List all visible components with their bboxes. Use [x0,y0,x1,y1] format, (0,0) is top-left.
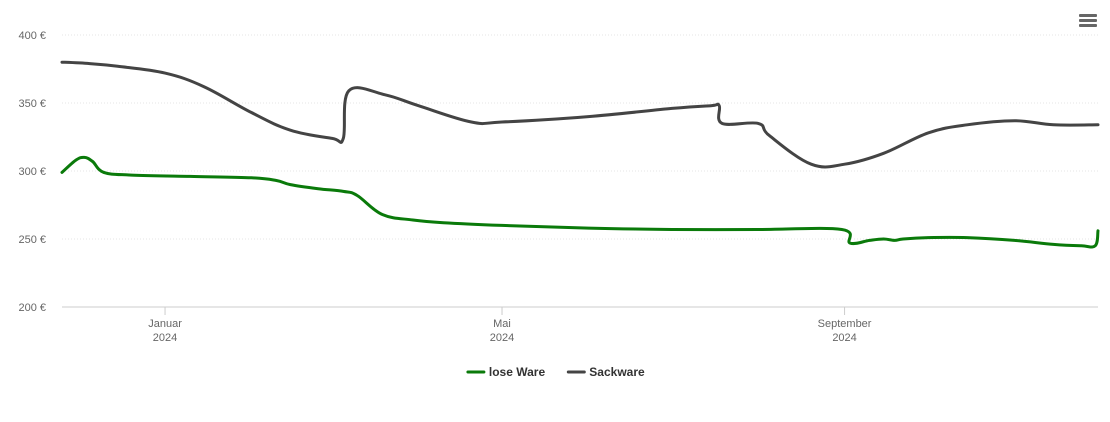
hamburger-menu-icon [1079,14,1097,27]
y-tick-label: 250 € [18,234,46,246]
x-tick-label: Mai 2024 [490,318,514,344]
series-line-lose-ware[interactable] [60,155,1100,249]
legend-item-sackware[interactable]: Sackware [566,365,645,379]
y-tick-label: 300 € [18,166,46,178]
y-tick-label: 350 € [18,98,46,110]
series-lines [60,60,1100,249]
y-axis-labels: 200 € 250 € 300 € 350 € 400 € [18,30,46,314]
chart-menu-button[interactable] [1075,10,1101,32]
legend-label: lose Ware [489,365,546,379]
x-axis-ticks: Januar 2024 Mai 2024 September 2024 [148,307,872,344]
series-line-sackware[interactable] [60,60,1100,169]
x-tick-label: Januar 2024 [148,318,182,344]
x-tick-label: September 2024 [818,318,872,344]
grid-lines [62,34,1098,240]
y-tick-label: 400 € [18,30,46,42]
legend-label: Sackware [589,365,645,379]
y-tick-label: 200 € [18,302,46,314]
legend: lose Ware Sackware [466,365,645,379]
legend-item-lose-ware[interactable]: lose Ware [466,365,546,379]
